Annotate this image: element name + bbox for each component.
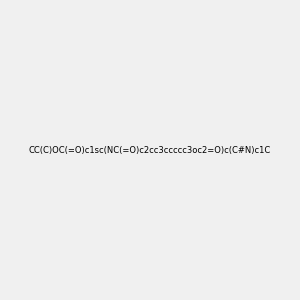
Text: CC(C)OC(=O)c1sc(NC(=O)c2cc3ccccc3oc2=O)c(C#N)c1C: CC(C)OC(=O)c1sc(NC(=O)c2cc3ccccc3oc2=O)c… [29, 146, 271, 154]
